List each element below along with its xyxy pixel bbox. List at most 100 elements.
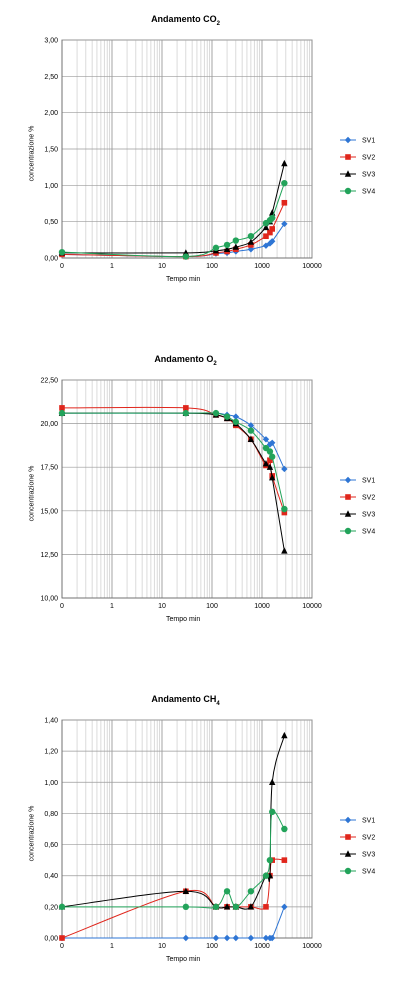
y-tick-label: 0,60: [44, 842, 58, 849]
data-point: [223, 888, 231, 895]
x-tick-label: 10: [158, 263, 166, 270]
data-point: [232, 418, 240, 426]
x-tick-label: 1000: [254, 263, 270, 270]
data-point: [232, 903, 240, 911]
data-point: [247, 888, 255, 895]
legend-label: SV1: [362, 138, 375, 145]
data-point: [247, 934, 255, 942]
legend-label: SV1: [362, 818, 375, 825]
data-point: [262, 223, 270, 231]
data-point: [223, 245, 231, 252]
data-point: [232, 243, 240, 250]
data-point: [269, 439, 276, 446]
data-point: [58, 248, 66, 256]
legend-label: SV2: [362, 495, 375, 502]
data-point: [281, 509, 288, 516]
data-point: [182, 409, 190, 417]
y-tick-label: 1,00: [44, 183, 58, 190]
data-point: [262, 934, 270, 942]
chart-plot: 0,00 0,50 1,00 1,50 2,00 2,50 3,00 0 1 10 100 1000 1…: [44, 38, 375, 271]
x-tick-label: 1: [110, 943, 114, 950]
legend-marker: [344, 476, 352, 484]
data-point: [281, 220, 288, 228]
y-tick-label: 0,00: [44, 936, 58, 943]
data-point: [281, 179, 288, 187]
chart-title: Andamento CH4: [151, 694, 220, 707]
legend-marker: [344, 136, 352, 144]
data-point: [58, 903, 66, 911]
data-point: [232, 237, 240, 244]
y-tick-label: 17,50: [40, 465, 58, 472]
series-sv1: [58, 903, 288, 942]
data-point: [223, 241, 231, 249]
x-tick-label: 0: [60, 263, 64, 270]
x-tick-label: 10000: [302, 263, 322, 270]
data-point: [182, 934, 190, 942]
legend-label: SV3: [362, 172, 375, 179]
y-tick-label: 1,00: [44, 780, 58, 787]
chart-title: Andamento CO2: [151, 14, 220, 27]
chart-o2: Andamento O2 10,00 12,50 15,00 17,50 20,00 22…: [0, 340, 405, 640]
x-tick-label: 1000: [254, 943, 270, 950]
chart-co2: Andamento CO2 0,00 0,50 1,00 1,50 2,00 2,50 3,…: [0, 0, 405, 300]
x-axis-label: Tempo min: [166, 616, 201, 623]
y-tick-label: 10,00: [40, 596, 58, 603]
legend-marker: [345, 154, 351, 160]
x-axis-label: Tempo min: [166, 276, 201, 283]
data-point: [266, 463, 274, 470]
y-tick-label: 12,50: [40, 552, 58, 559]
legend: SV1 SV2 SV3 SV4: [340, 816, 375, 876]
y-tick-label: 0,00: [44, 256, 58, 263]
data-point: [262, 436, 270, 443]
data-point: [232, 413, 240, 420]
data-point: [269, 214, 276, 222]
y-tick-label: 3,00: [44, 38, 58, 45]
data-point: [223, 413, 231, 420]
legend-marker: [345, 494, 351, 500]
data-point: [212, 903, 220, 911]
data-point: [281, 159, 288, 167]
legend-marker: [344, 816, 352, 824]
y-tick-label: 2,50: [44, 74, 58, 81]
data-point: [269, 238, 276, 245]
gridlines: [61, 379, 312, 599]
series-sv4: [58, 808, 288, 911]
data-point: [269, 473, 276, 481]
y-axis-label: concentrazione %: [28, 125, 36, 182]
series-line: [62, 810, 285, 909]
data-point: [262, 460, 270, 467]
x-tick-label: 1000: [254, 603, 270, 610]
data-point: [281, 857, 288, 863]
data-point: [269, 934, 276, 942]
data-point: [281, 825, 288, 833]
data-point: [247, 238, 255, 245]
data-point: [267, 457, 273, 464]
data-point: [281, 547, 288, 554]
y-axis-label: concentrazione %: [28, 465, 36, 522]
data-point: [269, 453, 276, 460]
y-tick-label: 0,50: [44, 219, 58, 226]
x-tick-label: 10: [158, 943, 166, 950]
y-tick-label: 22,50: [40, 378, 58, 385]
data-point: [183, 405, 189, 411]
legend-label: SV4: [362, 869, 375, 876]
legend-marker: [344, 170, 352, 177]
legend: SV1 SV2 SV3 SV4: [340, 136, 375, 196]
y-tick-label: 2,00: [44, 110, 58, 117]
data-point: [247, 427, 255, 434]
chart-ch4: Andamento CH4 0,00 0,20 0,40 0,60 0,80 1,00 1,…: [0, 680, 405, 980]
x-tick-label: 100: [206, 263, 218, 270]
x-tick-label: 1: [110, 603, 114, 610]
x-tick-label: 1: [110, 263, 114, 270]
y-tick-label: 15,00: [40, 508, 58, 515]
data-point: [58, 409, 66, 417]
y-axis-label: concentrazione %: [28, 805, 36, 862]
legend-label: SV4: [362, 189, 375, 196]
data-point: [223, 934, 231, 942]
data-point: [212, 409, 220, 417]
data-point: [269, 226, 276, 232]
y-tick-label: 1,20: [44, 749, 58, 756]
x-tick-label: 10000: [302, 943, 322, 950]
data-point: [248, 242, 254, 248]
legend-label: SV2: [362, 155, 375, 162]
